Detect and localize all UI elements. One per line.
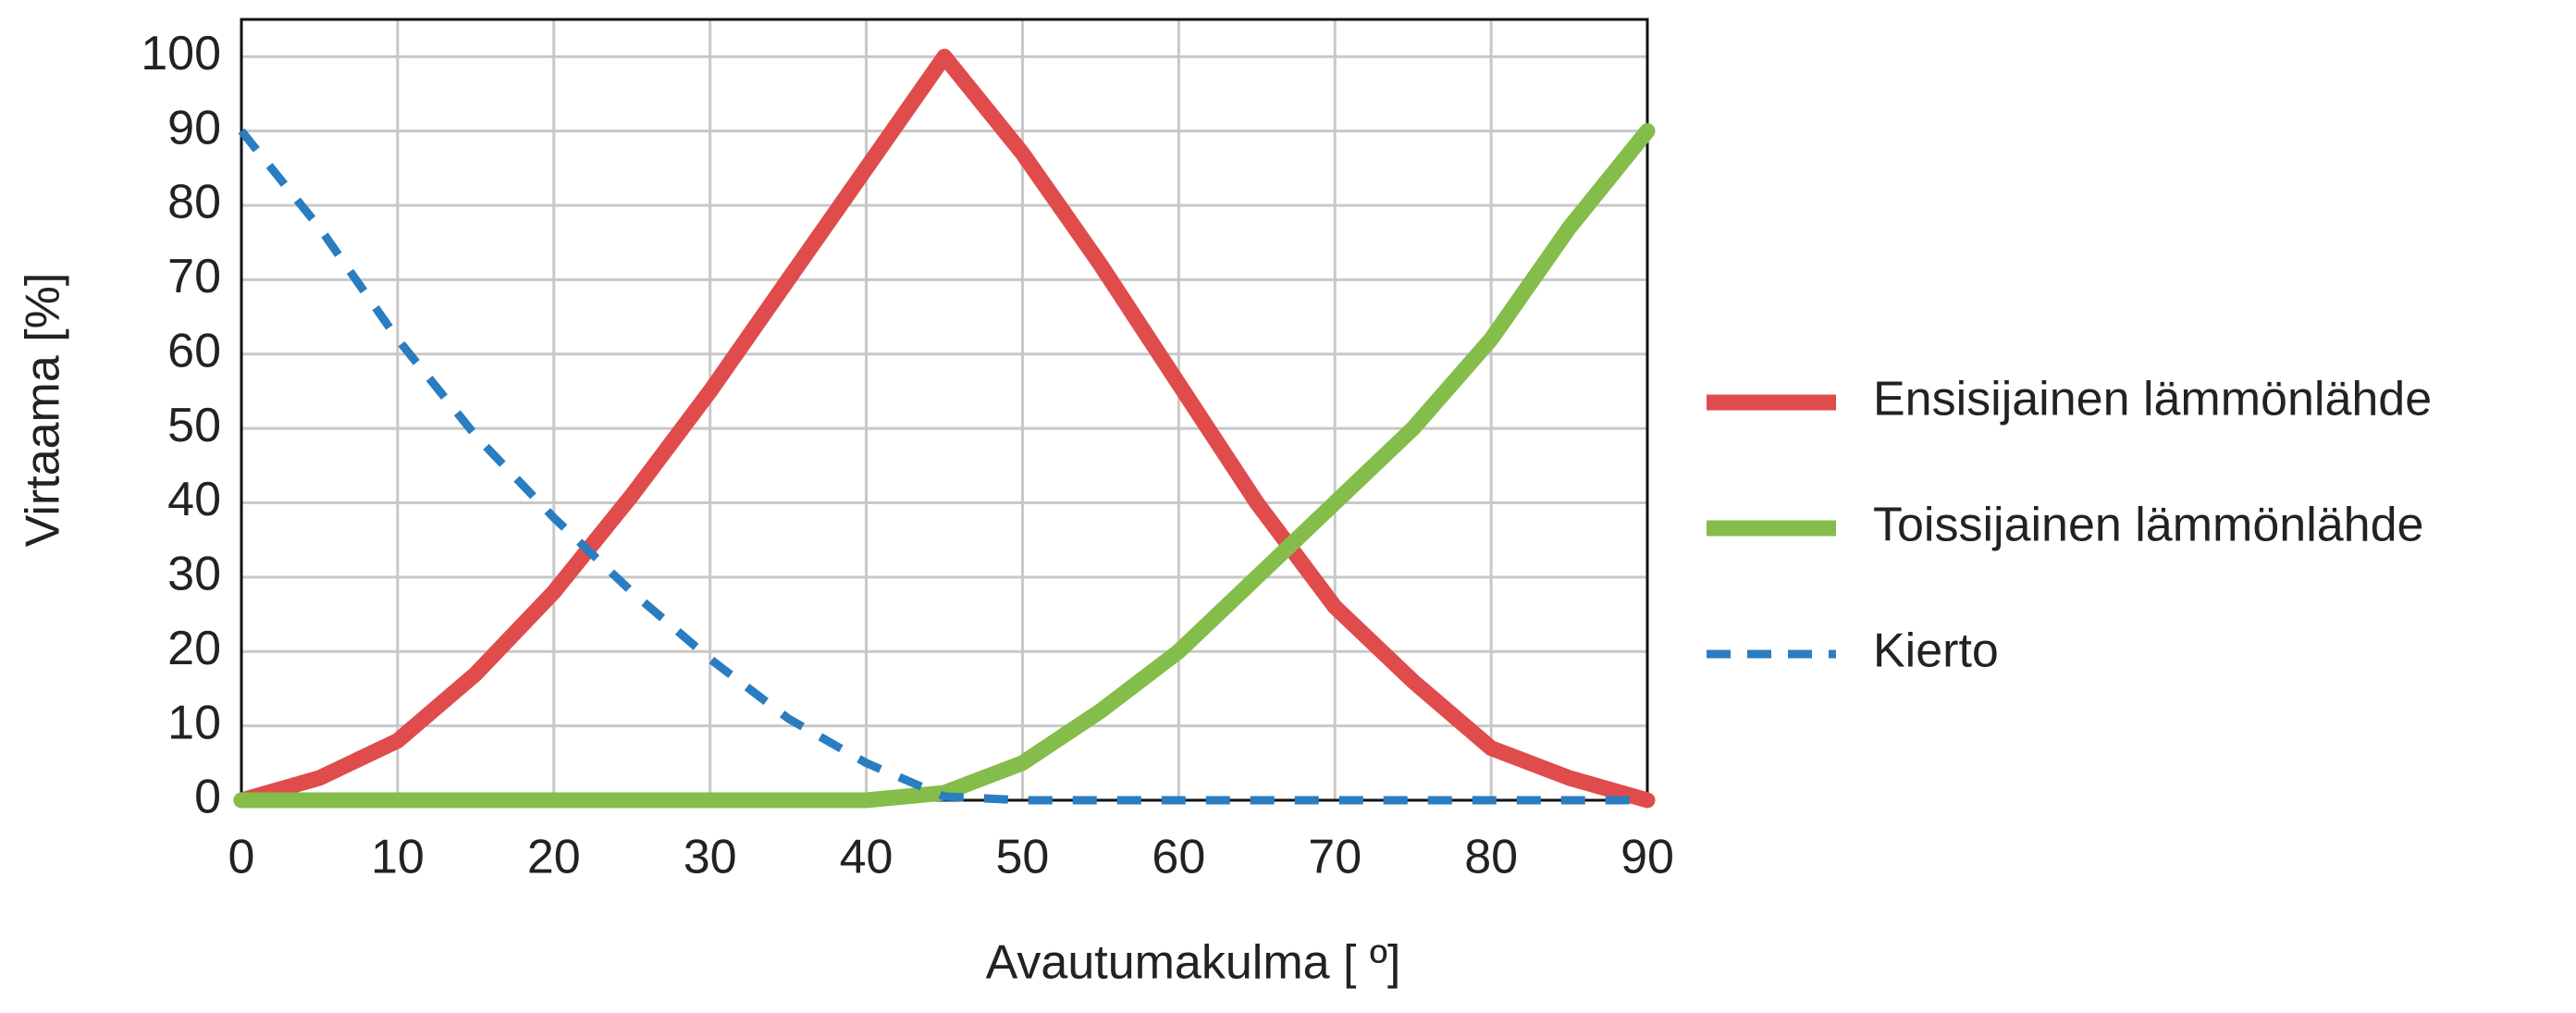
x-tick-label: 40 (840, 831, 894, 884)
y-axis-label: Virtaama [%] (17, 273, 70, 548)
x-tick-label: 50 (996, 831, 1050, 884)
y-tick-label: 30 (167, 548, 221, 601)
y-tick-label: 20 (167, 622, 221, 675)
y-tick-label: 70 (167, 250, 221, 303)
x-tick-label: 90 (1621, 831, 1674, 884)
series-line (233, 48, 1656, 809)
y-tick-label: 100 (141, 27, 221, 80)
y-tick-label: 10 (167, 696, 221, 749)
y-tick-label: 80 (167, 176, 221, 229)
legend-label: Kierto (1873, 624, 1999, 678)
x-tick-label: 80 (1464, 831, 1518, 884)
x-tick-label: 20 (527, 831, 581, 884)
x-tick-label: 10 (371, 831, 425, 884)
x-tick-label: 30 (684, 831, 737, 884)
legend-label: Ensisijainen lämmönlähde (1873, 373, 2432, 426)
y-tick-label: 90 (167, 101, 221, 154)
y-tick-label: 40 (167, 473, 221, 526)
x-tick-label: 60 (1152, 831, 1205, 884)
series-line (238, 128, 1647, 805)
x-axis-label: Avautumakulma [ º] (986, 936, 1401, 990)
x-tick-label: 0 (228, 831, 255, 884)
x-tick-label: 70 (1308, 831, 1362, 884)
legend-label: Toissijainen lämmönlähde (1873, 499, 2423, 552)
y-tick-label: 0 (194, 771, 221, 824)
y-tick-label: 60 (167, 324, 221, 377)
y-tick-label: 50 (167, 399, 221, 452)
